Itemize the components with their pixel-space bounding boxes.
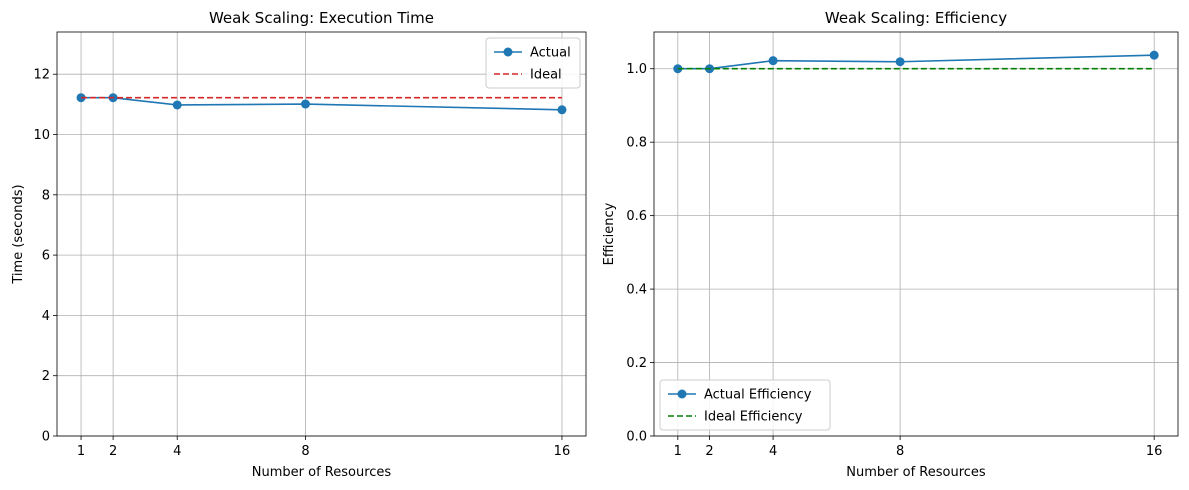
x-axis-title: Number of Resources — [252, 465, 392, 480]
data-point — [1149, 50, 1159, 60]
y-tick-label: 0.6 — [626, 209, 647, 224]
efficiency-chart: Weak Scaling: Efficiency Number of Resou… — [602, 9, 1179, 480]
y-axis-title: Time (seconds) — [11, 184, 26, 284]
x-tick-label: 4 — [769, 444, 777, 459]
series-line — [677, 54, 1155, 70]
legend-label: Actual — [530, 46, 571, 61]
legend-marker — [503, 47, 513, 57]
legend-label: Ideal Efficiency — [704, 410, 803, 425]
data-point — [557, 105, 567, 115]
plot-frame — [653, 31, 1179, 437]
y-axis-title: Efficiency — [602, 202, 617, 265]
y-tick-label: 0.0 — [626, 430, 647, 445]
x-tick-label: 8 — [896, 444, 904, 459]
legend-box — [659, 379, 831, 431]
series-actual-efficiency — [673, 50, 1159, 74]
y-tick-label: 8 — [42, 188, 50, 203]
y-tick-label: 1.0 — [626, 62, 647, 77]
legend-label: Actual Efficiency — [704, 388, 812, 403]
y-tick-label: 4 — [42, 309, 50, 324]
y-tick-label: 2 — [42, 369, 50, 384]
execution-time-chart: Weak Scaling: Execution Time Number of R… — [11, 9, 587, 480]
plot-frame — [56, 31, 587, 437]
x-tick-label: 4 — [173, 444, 181, 459]
x-tick-label: 16 — [554, 444, 571, 459]
chart-title: Weak Scaling: Execution Time — [209, 9, 434, 27]
x-tick-label: 2 — [705, 444, 713, 459]
grid — [654, 32, 1178, 437]
data-point — [768, 56, 778, 66]
chart-title: Weak Scaling: Efficiency — [825, 9, 1007, 27]
legend: Actual Ideal — [485, 37, 581, 89]
x-tick-label: 1 — [674, 444, 682, 459]
legend-label: Ideal — [530, 68, 562, 83]
x-tick-label: 2 — [109, 444, 117, 459]
legend-marker — [677, 389, 687, 399]
y-tick-label: 0 — [42, 430, 50, 445]
x-axis-title: Number of Resources — [846, 465, 986, 480]
x-tick-label: 1 — [77, 444, 85, 459]
y-tick-label: 6 — [42, 249, 50, 264]
series-line — [81, 96, 562, 111]
y-tick-label: 12 — [33, 68, 50, 83]
grid — [57, 32, 586, 437]
y-tick-label: 0.4 — [626, 283, 647, 298]
data-point — [172, 100, 182, 110]
data-point — [300, 99, 310, 109]
y-tick-label: 0.8 — [626, 136, 647, 151]
ticks: 1 2 4 8 16 0.0 0.2 0.4 0.6 0.8 1.0 — [626, 62, 1162, 459]
y-tick-label: 10 — [33, 128, 50, 143]
legend: Actual Efficiency Ideal Efficiency — [659, 379, 831, 431]
x-tick-label: 8 — [301, 444, 309, 459]
series-actual — [76, 93, 567, 115]
x-tick-label: 16 — [1146, 444, 1163, 459]
data-point — [895, 57, 905, 67]
y-tick-label: 0.2 — [626, 356, 647, 371]
